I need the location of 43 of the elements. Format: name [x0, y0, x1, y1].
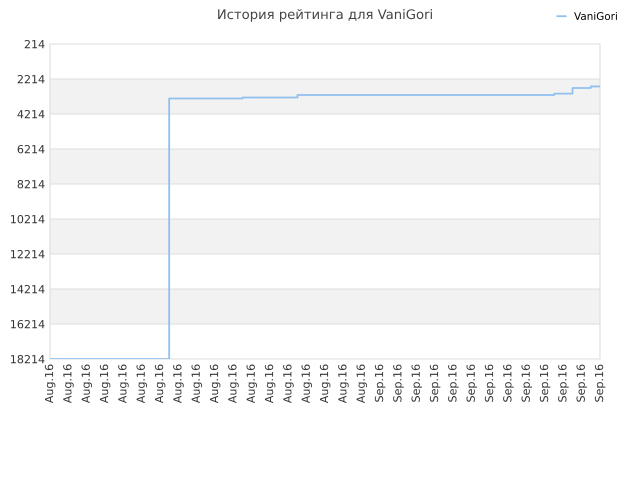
x-tick-label: Aug.16 [154, 364, 166, 404]
y-tick-label: 14214 [11, 284, 45, 294]
x-tick-label: Aug.16 [136, 364, 148, 404]
x-tick-label: Sep.16 [393, 364, 404, 402]
x-tick-label: Sep.16 [594, 364, 606, 402]
x-tick-label: Aug.16 [100, 364, 110, 404]
y-tick-label: 214 [24, 40, 45, 48]
y-tick-label: 6214 [18, 144, 45, 154]
y-tick-label: 16214 [11, 320, 45, 328]
y-tick-label: 10214 [11, 214, 45, 224]
x-tick-label: Aug.16 [356, 364, 368, 404]
x-tick-label: Aug.16 [301, 364, 312, 404]
x-tick-label: Sep.16 [503, 364, 514, 402]
y-tick-label: 18214 [11, 354, 45, 364]
x-tick-label: Aug.16 [264, 364, 276, 404]
y-tick-label: 12214 [11, 250, 45, 258]
x-tick-label: Aug.16 [338, 364, 349, 404]
x-tick-label: Aug.16 [173, 364, 184, 404]
x-tick-label: Sep.16 [558, 364, 569, 402]
x-tick-label: Sep.16 [411, 364, 422, 402]
x-tick-label: Sep.16 [430, 364, 440, 402]
x-tick-label: Sep.16 [374, 364, 386, 402]
x-tick-label: Aug.16 [246, 364, 258, 404]
y-tick-label: 2214 [18, 74, 45, 84]
x-tick-label: Sep.16 [521, 364, 532, 402]
chart-title: История рейтинга для VaniGori [218, 8, 432, 22]
x-tick-label: Aug.16 [320, 364, 330, 404]
x-tick-label: Aug.16 [118, 364, 129, 404]
x-tick-label: Aug.16 [191, 364, 202, 404]
x-tick-label: Sep.16 [576, 364, 588, 402]
x-tick-label: Aug.16 [44, 364, 56, 404]
x-tick-label: Aug.16 [81, 364, 92, 404]
x-tick-label: Aug.16 [283, 364, 294, 404]
x-tick-label: Sep.16 [484, 364, 496, 402]
legend-label: VaniGori [574, 12, 617, 20]
y-tick-label: 4214 [17, 110, 45, 118]
x-tick-label: Aug.16 [228, 364, 239, 404]
x-tick-label: Aug.16 [63, 364, 74, 404]
y-tick-label: 8214 [18, 180, 45, 188]
x-tick-label: Sep.16 [540, 364, 550, 402]
x-tick-label: Aug.16 [210, 364, 220, 404]
x-tick-label: Sep.16 [448, 364, 459, 402]
x-tick-label: Sep.16 [466, 364, 478, 402]
